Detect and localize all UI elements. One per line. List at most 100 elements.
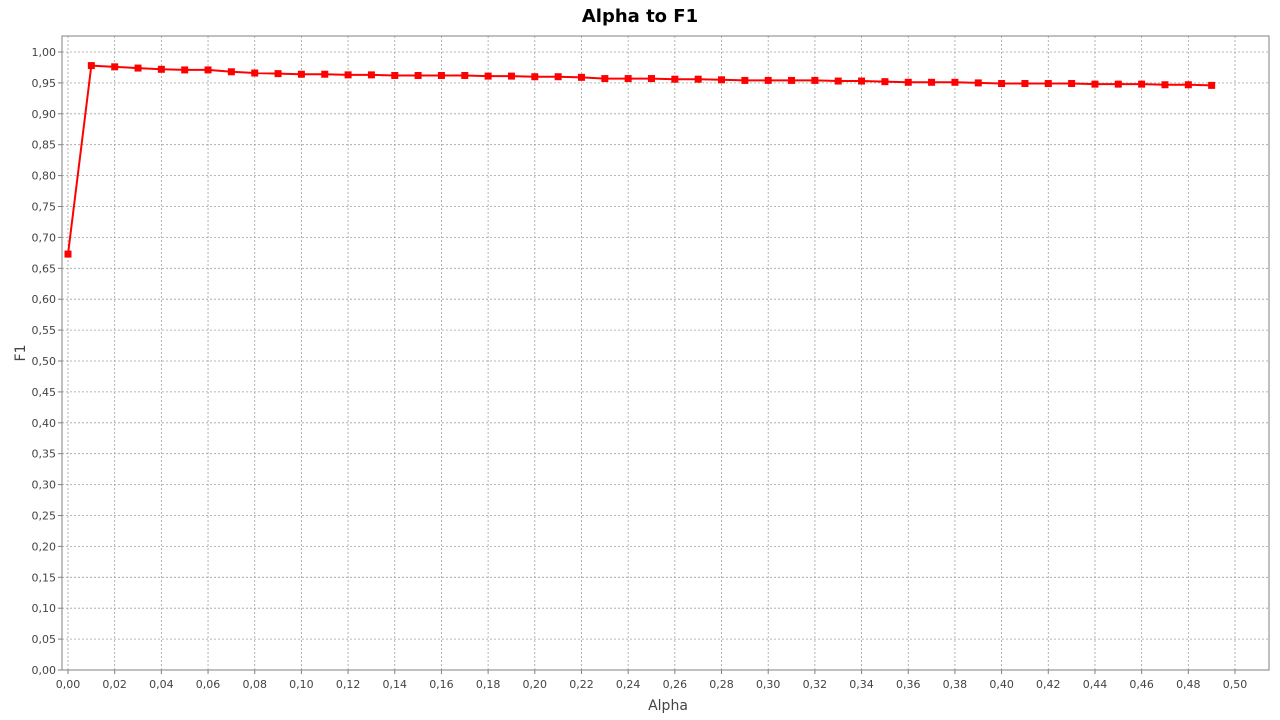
y-tick-label: 0,65: [32, 262, 57, 275]
data-point-marker: [1021, 80, 1029, 88]
grid-layer: [62, 36, 1269, 671]
data-point-marker: [624, 75, 632, 83]
data-point-marker: [671, 75, 679, 83]
data-point-marker: [274, 70, 282, 78]
y-tick-label: 0,50: [32, 355, 57, 368]
data-point-marker: [577, 73, 585, 81]
series-layer: [64, 62, 1216, 258]
x-tick-label: 0,46: [1129, 678, 1154, 691]
data-point-marker: [297, 70, 305, 78]
y-tick-label: 0,85: [32, 139, 57, 152]
data-point-marker: [134, 64, 142, 72]
data-point-marker: [321, 70, 329, 78]
data-point-marker: [461, 71, 469, 79]
x-tick-label: 0,06: [196, 678, 221, 691]
chart-title: Alpha to F1: [582, 6, 698, 27]
y-tick-label: 0,75: [32, 201, 57, 214]
x-tick-label: 0,50: [1223, 678, 1248, 691]
data-point-marker: [1114, 80, 1122, 88]
data-point-marker: [694, 75, 702, 83]
x-tick-label: 0,18: [476, 678, 501, 691]
x-tick-label: 0,48: [1176, 678, 1201, 691]
data-point-marker: [811, 76, 819, 84]
y-tick-label: 0,60: [32, 293, 57, 306]
y-tick-label: 0,40: [32, 417, 57, 430]
data-point-marker: [1161, 81, 1169, 89]
data-point-marker: [227, 68, 235, 76]
x-tick-label: 0,12: [336, 678, 361, 691]
x-tick-label: 0,36: [896, 678, 921, 691]
data-point-marker: [648, 75, 655, 83]
data-point-marker: [1044, 80, 1052, 88]
x-tick-label: 0,16: [429, 678, 454, 691]
data-point-marker: [181, 66, 189, 74]
y-tick-label: 1,00: [32, 46, 57, 59]
y-tick-label: 0,15: [32, 571, 57, 584]
x-tick-label: 0,28: [709, 678, 734, 691]
data-point-marker: [64, 250, 72, 258]
y-tick-label: 0,90: [32, 108, 57, 121]
data-point-marker: [414, 71, 422, 79]
data-point-marker: [367, 71, 375, 79]
data-point-marker: [928, 78, 936, 86]
y-tick-label: 0,95: [32, 77, 57, 90]
x-tick-label: 0,02: [102, 678, 127, 691]
data-point-marker: [157, 65, 165, 73]
y-tick-label: 0,25: [32, 510, 57, 523]
data-point-marker: [531, 73, 539, 81]
data-point-marker: [437, 71, 445, 79]
data-point-marker: [1068, 80, 1076, 88]
y-tick-label: 0,55: [32, 324, 57, 337]
data-point-marker: [858, 77, 866, 85]
x-tick-label: 0,20: [523, 678, 548, 691]
data-point-marker: [484, 72, 492, 80]
x-axis-label: Alpha: [648, 698, 688, 714]
data-point-marker: [741, 76, 749, 84]
x-tick-label: 0,44: [1083, 678, 1108, 691]
x-tick-label: 0,14: [383, 678, 408, 691]
y-tick-label: 0,45: [32, 386, 57, 399]
y-tick-label: 0,30: [32, 479, 57, 492]
series-line: [67, 64, 1212, 255]
data-point-marker: [881, 78, 889, 86]
y-tick-label: 0,10: [32, 602, 57, 615]
data-point-marker: [111, 63, 119, 71]
data-point-marker: [1091, 80, 1099, 88]
x-tick-label: 0,32: [803, 678, 828, 691]
data-point-marker: [834, 77, 842, 85]
y-axis-label: F1: [13, 345, 29, 362]
data-point-marker: [951, 78, 959, 86]
x-tick-label: 0,22: [569, 678, 594, 691]
data-point-marker: [788, 76, 796, 84]
y-tick-label: 0,80: [32, 170, 57, 183]
data-point-marker: [998, 80, 1006, 88]
data-point-marker: [554, 73, 562, 81]
data-point-marker: [904, 78, 912, 86]
data-point-marker: [1184, 81, 1192, 89]
y-tick-label: 0,00: [32, 664, 57, 677]
y-tick-label: 0,70: [32, 231, 57, 244]
x-tick-label: 0,26: [663, 678, 688, 691]
x-tick-label: 0,42: [1036, 678, 1061, 691]
x-tick-label: 0,00: [56, 678, 81, 691]
x-tick-label: 0,40: [989, 678, 1014, 691]
x-tick-label: 0,08: [242, 678, 267, 691]
data-point-marker: [204, 66, 212, 74]
tick-layer: 0,00 0,02 0,04 0,06 0,08 0,10 0,12 0,14 0,16 0,18…: [32, 46, 1248, 691]
x-tick-label: 0,10: [289, 678, 314, 691]
data-point-marker: [344, 71, 352, 79]
data-point-marker: [1208, 81, 1216, 89]
x-tick-label: 0,38: [943, 678, 968, 691]
data-point-marker: [1138, 80, 1146, 88]
y-tick-label: 0,35: [32, 448, 57, 461]
data-point-marker: [974, 79, 982, 87]
y-tick-label: 0,20: [32, 540, 57, 553]
data-point-marker: [87, 62, 95, 70]
data-point-marker: [764, 76, 772, 84]
data-point-marker: [507, 72, 515, 80]
x-tick-label: 0,04: [149, 678, 174, 691]
x-tick-label: 0,30: [756, 678, 781, 691]
x-tick-label: 0,24: [616, 678, 641, 691]
data-point-marker: [718, 76, 726, 84]
